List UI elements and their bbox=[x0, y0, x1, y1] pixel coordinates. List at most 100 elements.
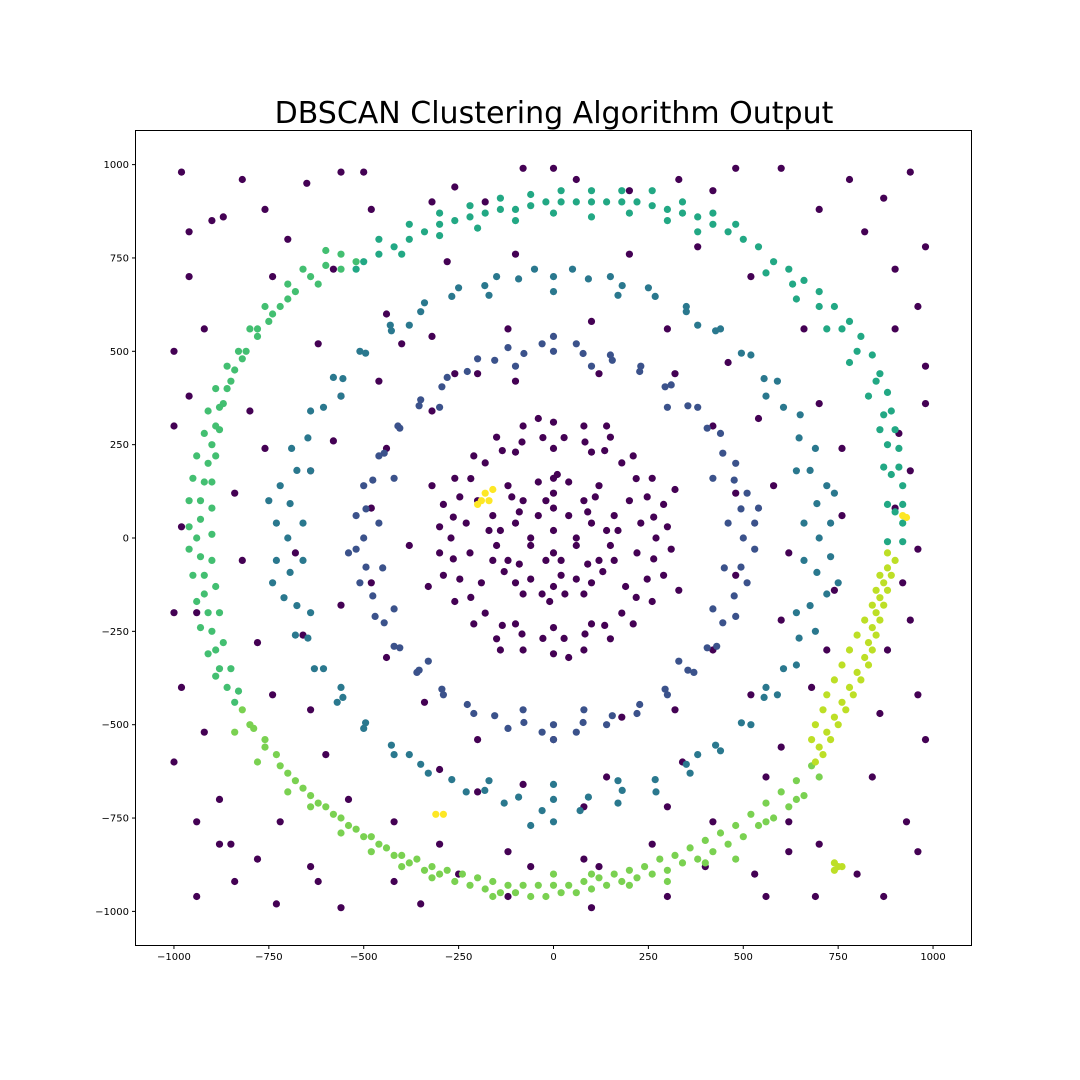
data-point bbox=[448, 776, 456, 784]
data-point bbox=[694, 213, 702, 221]
data-point bbox=[367, 504, 375, 512]
data-point bbox=[838, 325, 846, 333]
data-point bbox=[853, 631, 861, 639]
data-point bbox=[633, 709, 641, 718]
data-point bbox=[337, 250, 345, 258]
data-point bbox=[303, 179, 311, 187]
data-point bbox=[314, 280, 322, 288]
data-point bbox=[208, 556, 216, 565]
data-point bbox=[549, 347, 558, 355]
data-point bbox=[603, 881, 611, 889]
data-point bbox=[813, 500, 821, 508]
data-point bbox=[519, 422, 527, 430]
data-point bbox=[737, 505, 745, 513]
data-point bbox=[456, 575, 464, 583]
data-point bbox=[876, 594, 884, 602]
data-point bbox=[204, 609, 212, 617]
data-point bbox=[883, 538, 892, 546]
data-point bbox=[686, 844, 694, 852]
data-point bbox=[272, 751, 280, 759]
data-point bbox=[200, 728, 208, 736]
data-point bbox=[800, 325, 808, 333]
data-point bbox=[595, 874, 603, 882]
data-point bbox=[754, 504, 763, 512]
data-point bbox=[261, 736, 269, 744]
data-point bbox=[603, 422, 611, 430]
data-point bbox=[485, 777, 493, 785]
data-point bbox=[827, 736, 835, 744]
data-point bbox=[362, 719, 370, 727]
data-point bbox=[322, 751, 330, 759]
data-point bbox=[193, 452, 201, 460]
data-point bbox=[496, 526, 504, 535]
data-point bbox=[815, 302, 823, 311]
data-point bbox=[883, 441, 892, 449]
data-point bbox=[405, 235, 413, 243]
data-point bbox=[511, 448, 520, 456]
data-point bbox=[443, 258, 451, 266]
data-point bbox=[304, 434, 312, 442]
data-point bbox=[549, 736, 558, 744]
data-point bbox=[811, 444, 820, 452]
data-point bbox=[587, 448, 596, 456]
data-point bbox=[777, 616, 785, 624]
data-point bbox=[549, 332, 558, 340]
data-point bbox=[906, 168, 914, 176]
data-point bbox=[560, 634, 568, 643]
data-point bbox=[648, 187, 656, 195]
data-point bbox=[845, 646, 854, 654]
data-point bbox=[238, 355, 246, 363]
data-point bbox=[719, 619, 727, 627]
data-point bbox=[762, 683, 770, 692]
data-point bbox=[671, 851, 679, 860]
data-point bbox=[565, 478, 573, 486]
data-point bbox=[614, 799, 622, 807]
data-point bbox=[914, 302, 922, 311]
data-point bbox=[610, 870, 618, 878]
data-point bbox=[751, 519, 759, 527]
data-point bbox=[625, 209, 634, 217]
data-point bbox=[196, 553, 205, 561]
data-point bbox=[542, 892, 550, 901]
data-point bbox=[629, 452, 637, 460]
data-point bbox=[557, 571, 565, 579]
data-point bbox=[177, 168, 186, 176]
data-point bbox=[170, 347, 178, 355]
data-point bbox=[291, 631, 299, 639]
data-point bbox=[520, 718, 528, 727]
data-point bbox=[272, 519, 280, 527]
data-point bbox=[618, 609, 626, 617]
data-point bbox=[830, 489, 839, 497]
data-point bbox=[337, 904, 345, 912]
data-point bbox=[193, 534, 201, 542]
data-point bbox=[276, 302, 284, 311]
data-point bbox=[375, 235, 383, 243]
data-point bbox=[238, 175, 246, 184]
data-point bbox=[466, 213, 474, 221]
data-point bbox=[902, 818, 911, 826]
y-tick-label: 500 bbox=[110, 347, 129, 358]
data-point bbox=[474, 224, 482, 232]
data-point bbox=[811, 892, 820, 901]
data-point bbox=[675, 175, 683, 184]
data-point bbox=[307, 273, 315, 281]
data-point bbox=[549, 288, 558, 296]
data-point bbox=[212, 452, 220, 460]
data-point bbox=[800, 556, 808, 565]
data-point bbox=[682, 308, 690, 316]
data-point bbox=[732, 821, 740, 830]
data-point bbox=[185, 523, 193, 531]
data-point bbox=[390, 851, 398, 860]
data-point bbox=[520, 349, 528, 358]
data-point bbox=[732, 571, 740, 579]
data-point bbox=[212, 672, 220, 680]
data-point bbox=[849, 691, 857, 699]
data-point bbox=[895, 444, 903, 452]
data-point bbox=[420, 698, 429, 706]
data-point bbox=[546, 597, 554, 606]
data-point bbox=[633, 549, 641, 557]
data-point bbox=[709, 848, 717, 856]
data-point bbox=[845, 683, 854, 692]
data-point bbox=[921, 400, 930, 408]
data-point bbox=[481, 459, 489, 467]
